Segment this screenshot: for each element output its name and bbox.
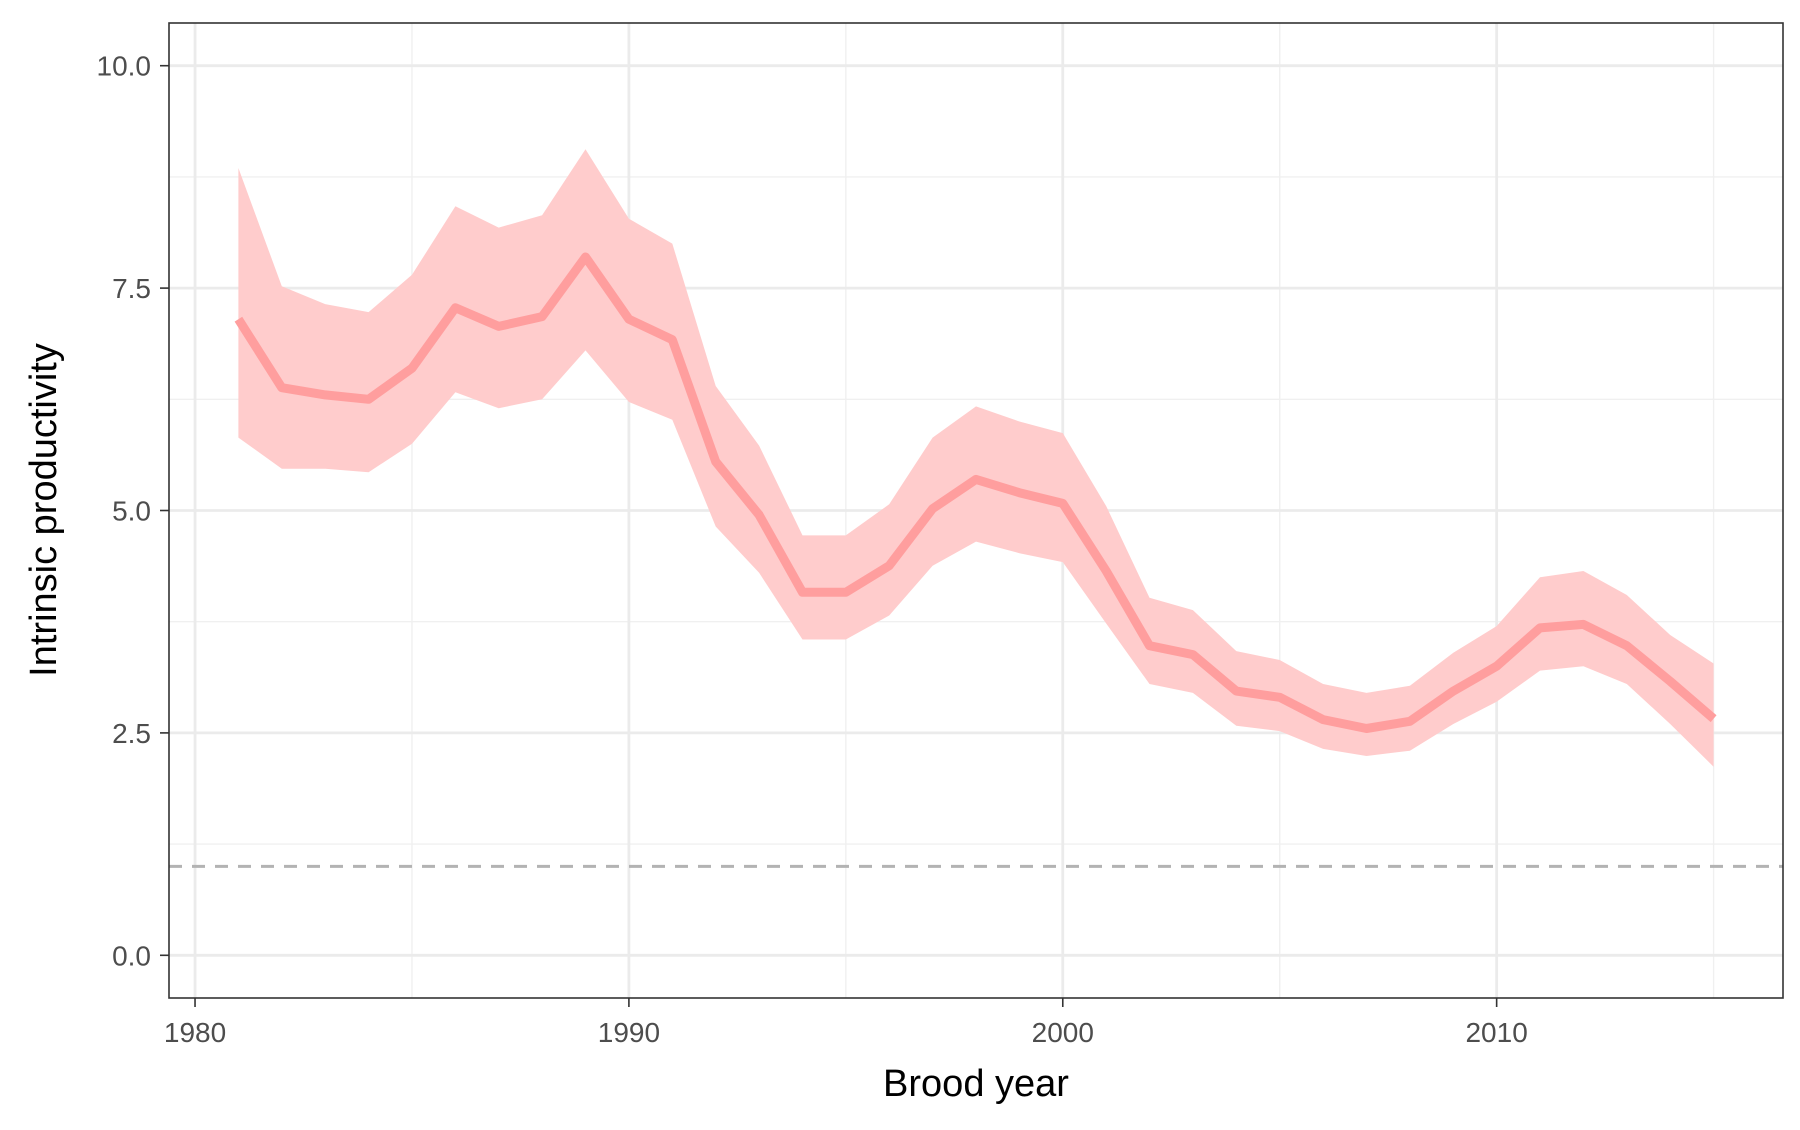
x-tick-label: 1990	[598, 1017, 660, 1048]
y-tick-label: 7.5	[112, 273, 151, 304]
x-tick-label: 1980	[164, 1017, 226, 1048]
y-tick-label: 10.0	[97, 51, 152, 82]
productivity-line	[234, 252, 1717, 733]
series-line-layer	[234, 252, 1717, 733]
confidence-ribbon	[238, 149, 1714, 767]
x-axis-title: Brood year	[883, 1063, 1069, 1105]
y-tick-label: 2.5	[112, 718, 151, 749]
y-axis-title: Intrinsic productivity	[23, 343, 65, 677]
y-tick-label: 0.0	[112, 940, 151, 971]
x-tick-label: 2000	[1032, 1017, 1094, 1048]
y-axis: 0.0 2.5 5.0 7.5 10.0	[97, 51, 169, 971]
y-tick-label: 5.0	[112, 496, 151, 527]
x-axis: 1980 1990 2000 2010	[164, 998, 1528, 1048]
x-tick-label: 2010	[1465, 1017, 1527, 1048]
confidence-ribbon-layer	[238, 149, 1714, 767]
